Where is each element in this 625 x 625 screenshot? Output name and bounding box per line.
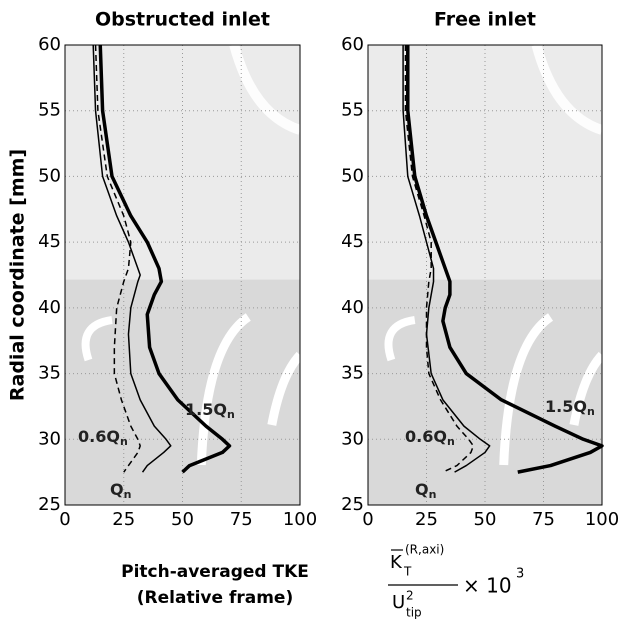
plot-frame — [367, 44, 603, 506]
chart-title: Obstructed inlet — [95, 9, 270, 31]
series-line — [98, 44, 232, 474]
y-tick-label: 55 — [341, 100, 364, 121]
decor-arc — [196, 313, 251, 466]
series-line — [406, 45, 604, 474]
y-axis-label: Radial coordinate [mm] — [7, 149, 29, 401]
x-tick-label: 100 — [585, 509, 619, 530]
y-tick-label: 50 — [38, 165, 61, 186]
decor-arc — [531, 43, 604, 135]
y-tick-label: 55 — [38, 100, 61, 121]
y-tick-label: 50 — [341, 165, 364, 186]
decor-arc — [81, 316, 113, 362]
decor-arc — [499, 313, 554, 466]
y-tick-label: 45 — [341, 231, 364, 252]
x-tick-label: 0 — [362, 509, 373, 530]
x-axis-label: Pitch-averaged TKE — [121, 562, 309, 582]
series-line — [94, 44, 141, 473]
y-tick-label: 35 — [341, 363, 364, 384]
series-line — [92, 44, 172, 473]
decor-arc — [267, 351, 304, 426]
formula-sub: tip — [406, 606, 422, 620]
decor-arc — [384, 316, 416, 362]
series-label: Qn — [110, 480, 131, 502]
y-tick-label: 25 — [341, 494, 364, 515]
formula-exp: 3 — [516, 567, 524, 582]
y-tick-label: 30 — [38, 428, 61, 449]
series-line — [404, 45, 475, 473]
y-tick-label: 60 — [38, 34, 61, 55]
x-tick-label: 25 — [112, 509, 135, 530]
y-tick-label: 45 — [38, 231, 61, 252]
decor-arc — [229, 43, 302, 135]
series-label: 0.6Qn — [78, 427, 128, 449]
series-label: 1.5Qn — [545, 397, 595, 419]
chart-title: Free inlet — [434, 9, 536, 31]
y-tick-label: 40 — [38, 297, 61, 318]
x-tick-label: 100 — [283, 509, 317, 530]
formula-numerator: K — [390, 552, 403, 573]
x-axis-label: (Relative frame) — [137, 588, 293, 608]
y-tick-label: 25 — [38, 494, 61, 515]
formula-times: × 10 — [463, 574, 512, 598]
x-tick-label: 50 — [474, 509, 497, 530]
x-tick-label: 0 — [59, 509, 70, 530]
plot-frame — [64, 44, 301, 506]
y-tick-label: 30 — [341, 428, 364, 449]
x-tick-label: 75 — [532, 509, 555, 530]
x-tick-label: 50 — [171, 509, 194, 530]
series-label: 0.6Qn — [405, 427, 455, 449]
x-tick-label: 25 — [415, 509, 438, 530]
x-tick-label: 75 — [230, 509, 253, 530]
series-line — [402, 45, 491, 473]
formula-denominator: U — [392, 592, 405, 613]
formula: K T (R,axi) U tip 2 × 10 3 — [388, 543, 524, 620]
formula-sup: (R,axi) — [405, 543, 444, 557]
decor-arc — [569, 351, 606, 426]
series-label: 1.5Qn — [185, 400, 235, 422]
y-tick-label: 40 — [341, 297, 364, 318]
formula-sup: 2 — [406, 589, 414, 603]
y-tick-label: 35 — [38, 363, 61, 384]
series-label: Qn — [415, 480, 436, 502]
formula-sub: T — [403, 565, 412, 579]
y-tick-label: 60 — [341, 34, 364, 55]
